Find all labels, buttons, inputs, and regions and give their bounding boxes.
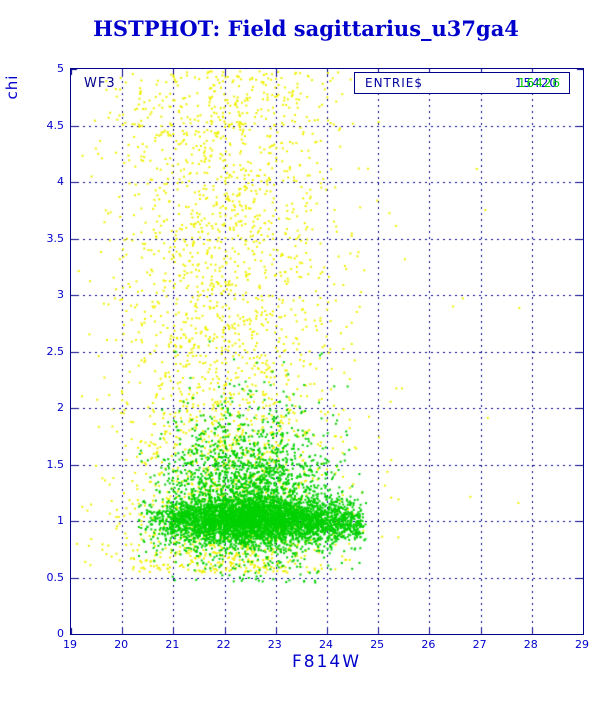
x-tick-label: 19 [63,638,77,651]
x-tick-label: 28 [523,638,538,651]
x-tick-label: 26 [421,638,436,651]
y-tick-label: 1 [57,514,64,527]
x-tick-label: 25 [370,638,385,651]
y-tick-label: 0.5 [46,570,65,584]
x-tick-label: 23 [267,638,282,651]
x-tick-label: 20 [114,638,129,651]
y-tick-label: 2.5 [46,344,65,358]
y-tick-label: 1.5 [46,457,65,471]
y-tick-label: 0 [57,627,64,640]
y-tick-label: 4 [57,175,64,188]
y-tick-label: 3 [57,288,64,301]
entries-values: 15420 16426 [471,76,561,90]
entries-label: ENTRIE$ [365,76,423,90]
x-axis-label: F814W [291,652,362,672]
entries-count-blue: 15420 [514,76,558,90]
plot-area [70,68,584,635]
x-tick-label: 21 [165,638,180,651]
y-tick-label: 2 [57,401,64,414]
x-tick-label: 24 [319,638,333,651]
entries-box: ENTRIE$ 15420 16426 [354,72,570,94]
page-title: HSTPHOT: Field sagittarius_u37ga4 [93,16,519,41]
entries-count-green: 16426 [517,76,561,90]
y-axis-label: chi [3,74,21,100]
y-tick-label: 3.5 [46,231,65,245]
detector-label: WF3 [84,76,116,91]
scatter-canvas [71,69,583,634]
x-tick-label: 22 [216,638,231,651]
y-tick-label: 4.5 [46,118,65,132]
y-tick-label: 5 [57,62,64,75]
x-tick-label: 27 [472,638,487,651]
x-tick-label: 29 [575,638,589,651]
